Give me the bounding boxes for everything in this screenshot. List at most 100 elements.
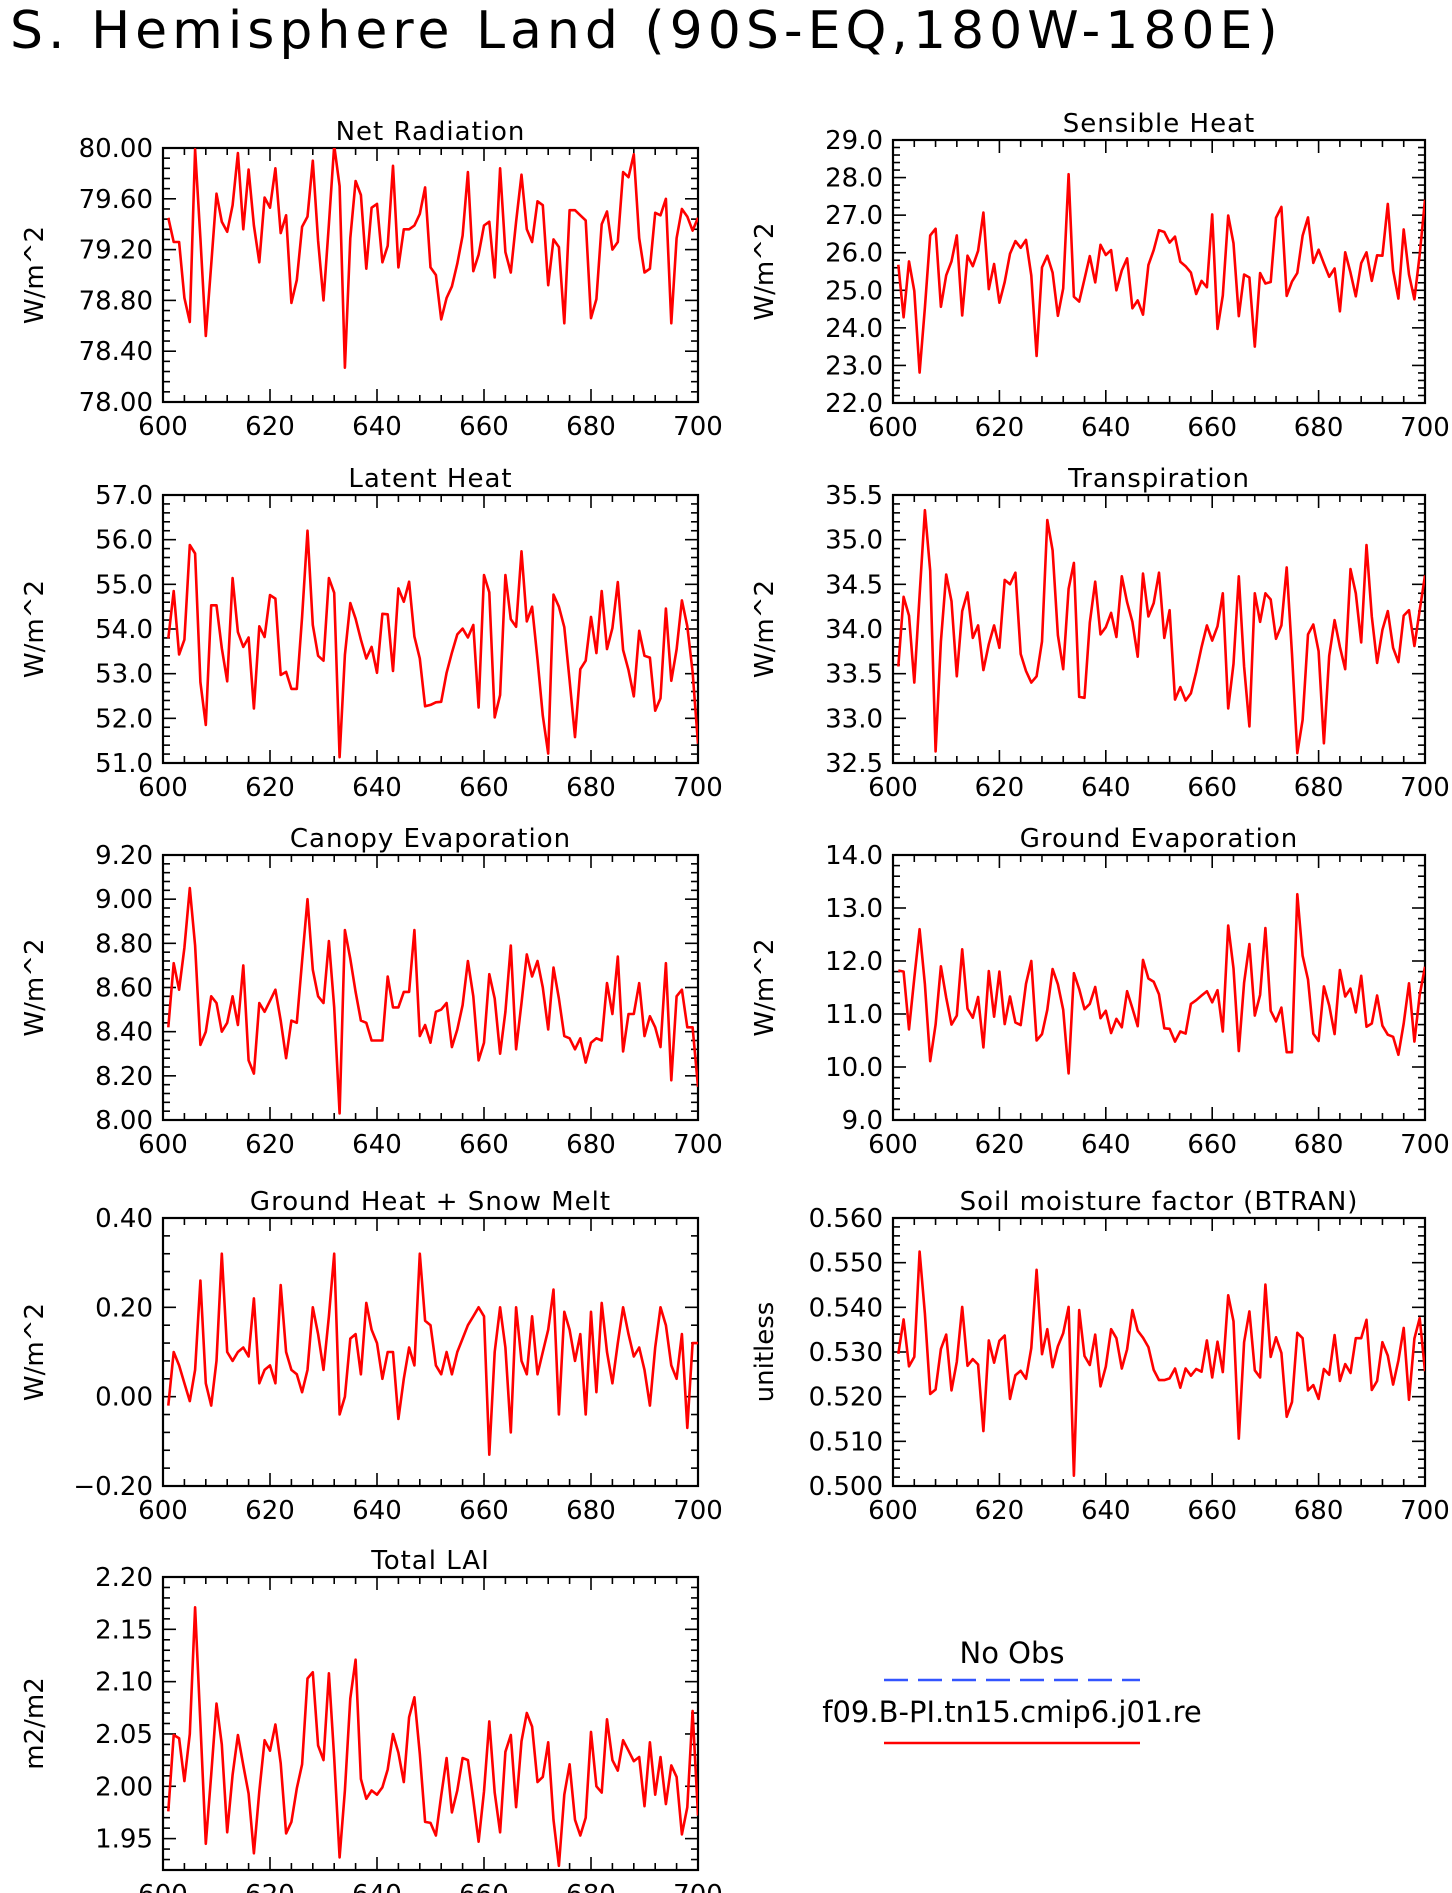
x-tick-label: 640 [1081,773,1131,803]
y-tick-label: 9.0 [842,1106,883,1136]
x-tick-label: 600 [138,1880,188,1893]
y-tick-label: 8.80 [95,929,153,959]
x-tick-label: 700 [1400,413,1450,443]
x-tick-label: 620 [975,1496,1025,1526]
x-tick-label: 680 [1294,773,1344,803]
series-line [898,892,1425,1075]
legend-case-label: f09.B-PI.tn15.cmip6.j01.re [822,1695,1201,1729]
x-tick-label: 620 [975,413,1025,443]
y-tick-label: 0.540 [809,1293,883,1323]
x-tick-label: 640 [352,1130,402,1160]
x-tick-label: 680 [566,1880,616,1893]
y-tick-label: 0.520 [809,1383,883,1413]
series-line [897,1250,1425,1477]
x-tick-label: 620 [245,1496,295,1526]
x-tick-label: 640 [1081,1130,1131,1160]
y-tick-label: 12.0 [825,947,883,977]
x-tick-label: 620 [245,773,295,803]
x-tick-label: 680 [1294,413,1344,443]
x-tick-label: 660 [1187,413,1237,443]
x-tick-label: 680 [566,773,616,803]
y-tick-label: 34.0 [825,615,883,645]
legend-obs-label: No Obs [960,1636,1065,1670]
x-tick-label: 700 [673,773,723,803]
panel-latent-heat: Latent Heat W/m^2 600 620 640 660 680 700 51.0 52… [20,464,723,803]
x-tick-label: 620 [245,412,295,442]
panel-title: Sensible Heat [1063,109,1255,139]
panel-net-radiation: Net Radiation W/m^2 600 620 640 660 680 700 78.0… [20,117,723,442]
x-tick-label: 620 [245,1880,295,1893]
y-tick-label: 9.20 [95,841,153,871]
y-tick-label: −0.20 [73,1472,153,1502]
y-tick-label: 8.60 [95,974,153,1004]
y-tick-label: 2.20 [95,1563,153,1593]
x-tick-label: 660 [1187,773,1237,803]
x-tick-label: 700 [1400,1496,1450,1526]
y-tick-label: 56.0 [95,526,153,556]
series-line [167,1606,698,1868]
y-tick-label: 35.5 [825,481,883,511]
y-tick-label: 14.0 [825,841,883,871]
x-tick-label: 700 [673,1880,723,1893]
x-tick-label: 660 [459,1880,509,1893]
panel-ground-evaporation: Ground Evaporation W/m^2 600 620 640 660 680 70… [750,824,1450,1160]
x-tick-label: 660 [459,773,509,803]
y-tick-label: 54.0 [95,615,153,645]
x-tick-label: 680 [566,1496,616,1526]
page-title: S. Hemisphere Land (90S-EQ,180W-180E) [10,1,1283,61]
y-tick-label: 0.20 [95,1293,153,1323]
x-tick-label: 640 [352,1880,402,1893]
x-tick-label: 660 [459,1496,509,1526]
y-axis-label: m2/m2 [20,1677,50,1770]
y-tick-label: 53.0 [95,660,153,690]
panel-title: Ground Heat + Snow Melt [250,1187,611,1217]
plot-frame [891,853,1427,1122]
series-line [167,886,698,1115]
x-tick-label: 680 [1294,1496,1344,1526]
y-axis-label: W/m^2 [20,938,50,1036]
y-tick-label: 28.0 [825,164,883,194]
y-tick-label: 51.0 [95,749,153,779]
y-axis-label: W/m^2 [750,938,780,1036]
x-tick-label: 640 [1081,1496,1131,1526]
y-tick-label: 33.5 [825,660,883,690]
y-tick-label: 2.15 [95,1615,153,1645]
y-tick-label: 2.00 [95,1772,153,1802]
series-line [167,1252,698,1456]
y-tick-label: 78.80 [79,286,153,316]
y-axis-label: W/m^2 [20,226,50,324]
y-tick-label: 78.40 [79,337,153,367]
y-tick-label: 13.0 [825,894,883,924]
y-tick-label: 26.0 [825,239,883,269]
y-tick-label: 22.0 [825,389,883,419]
series-line [897,508,1425,755]
panel-title: Transpiration [1067,464,1250,494]
x-tick-label: 660 [1187,1496,1237,1526]
panel-transpiration: Transpiration W/m^2 600 620 640 660 680 700 32.5… [750,464,1450,803]
y-axis-label: W/m^2 [20,1303,50,1401]
y-tick-label: 0.500 [809,1472,883,1502]
x-tick-label: 700 [673,1130,723,1160]
y-tick-label: 0.550 [809,1249,883,1279]
x-tick-label: 600 [868,1130,918,1160]
y-tick-label: 2.10 [95,1668,153,1698]
y-tick-label: 2.05 [95,1720,153,1750]
x-tick-label: 620 [975,1130,1025,1160]
y-tick-label: 80.00 [79,134,153,164]
series-line [167,529,698,759]
x-tick-label: 700 [1400,773,1450,803]
x-tick-label: 700 [673,1496,723,1526]
y-tick-label: 27.0 [825,201,883,231]
panel-title: Soil moisture factor (BTRAN) [960,1187,1359,1217]
x-tick-label: 600 [868,773,918,803]
y-tick-label: 0.560 [809,1204,883,1234]
x-tick-label: 620 [245,1130,295,1160]
y-tick-label: 1.95 [95,1825,153,1855]
y-axis-label: W/m^2 [20,580,50,678]
y-tick-label: 78.00 [79,388,153,418]
y-tick-label: 55.0 [95,570,153,600]
y-tick-label: 8.40 [95,1018,153,1048]
y-axis-label: W/m^2 [750,222,780,320]
y-tick-label: 8.00 [95,1106,153,1136]
plot-frame [891,138,1427,405]
